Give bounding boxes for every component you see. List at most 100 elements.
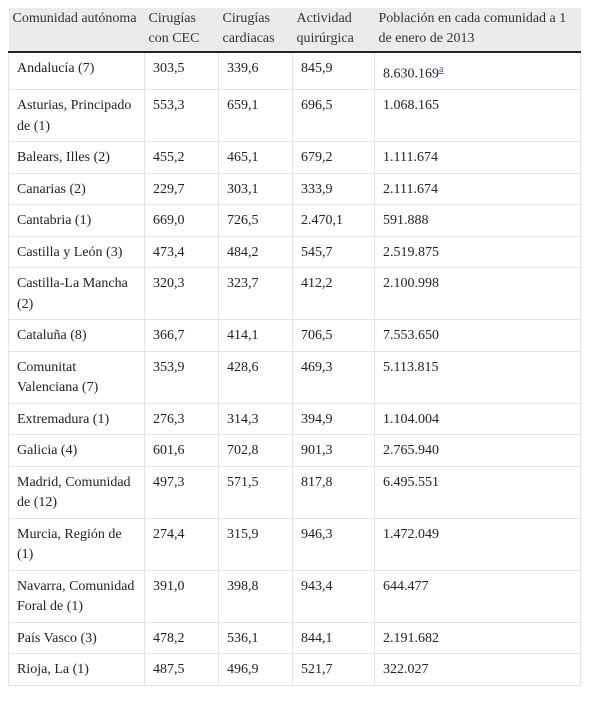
table-row: Balears, Illes (2) 455,2 465,1 679,2 1.111.6… — [8, 141, 581, 174]
table-cell: 844,1 — [292, 622, 375, 655]
column-header: Población en cada comunidad a 1 de enero… — [374, 8, 581, 53]
table-cell: Madrid, Comunidad de (12) — [8, 466, 145, 519]
table-cell: 659,1 — [218, 89, 293, 143]
table-cell: 901,3 — [292, 434, 375, 467]
table-cell: 5.113.815 — [374, 351, 581, 404]
table-cell: 469,3 — [292, 351, 375, 404]
table-cell: 2.191.682 — [374, 622, 581, 655]
table-cell: 669,0 — [144, 204, 219, 237]
table-cell: 2.765.940 — [374, 434, 581, 467]
table-row: Madrid, Comunidad de (12) 497,3 571,5 817,8… — [8, 466, 581, 519]
table-cell: 229,7 — [144, 173, 219, 206]
table-cell: 946,3 — [292, 518, 375, 571]
table-row: País Vasco (3) 478,2 536,1 844,1 2.191.682 — [8, 622, 581, 655]
table-row: Castilla y León (3) 473,4 484,2 545,7 2.519.… — [8, 236, 581, 269]
footnote-link[interactable]: a — [439, 64, 444, 75]
table-cell: 536,1 — [218, 622, 293, 655]
table-cell: 817,8 — [292, 466, 375, 519]
table-cell: 394,9 — [292, 403, 375, 436]
header-row: Comunidad autónoma Cirugías con CEC Cirugí… — [8, 8, 581, 53]
table-cell: 845,9 — [292, 52, 375, 91]
table-row: Galicia (4) 601,6 702,8 901,3 2.765.940 — [8, 434, 581, 467]
table-cell: 2.100.998 — [374, 267, 581, 321]
table-cell: Galicia (4) — [8, 434, 145, 467]
table-cell: 6.495.551 — [374, 466, 581, 519]
table-cell: Canarias (2) — [8, 173, 145, 206]
table-cell: 1.068.165 — [374, 89, 581, 143]
table-cell: Murcia, Región de (1) — [8, 518, 145, 571]
table-cell: 8.630.169a — [374, 52, 581, 91]
table-cell: 274,4 — [144, 518, 219, 571]
table-cell: 428,6 — [218, 351, 293, 404]
table-cell: 276,3 — [144, 403, 219, 436]
table-row: Comunitat Valenciana (7) 353,9 428,6 469,3 5… — [8, 351, 581, 404]
table-cell: 487,5 — [144, 653, 219, 686]
table-cell: Andalucía (7) — [8, 52, 145, 91]
table-cell: 398,8 — [218, 570, 293, 623]
table-cell: 314,3 — [218, 403, 293, 436]
table-cell: 943,4 — [292, 570, 375, 623]
table-row: Andalucía (7) 303,5 339,6 845,9 8.630.169a — [8, 52, 581, 91]
table-cell: 679,2 — [292, 141, 375, 174]
table-row: Cantabria (1) 669,0 726,5 2.470,1 591.888 — [8, 204, 581, 237]
table-cell: 366,7 — [144, 319, 219, 352]
table-cell: 2.111.674 — [374, 173, 581, 206]
table-cell: 322.027 — [374, 653, 581, 686]
table-cell: 496,9 — [218, 653, 293, 686]
table-cell: 706,5 — [292, 319, 375, 352]
table-cell: 455,2 — [144, 141, 219, 174]
table-cell: 303,1 — [218, 173, 293, 206]
table-cell: 323,7 — [218, 267, 293, 321]
table-cell: 553,3 — [144, 89, 219, 143]
table-row: Navarra, Comunidad Foral de (1) 391,0 398,… — [8, 570, 581, 623]
table-cell: 414,1 — [218, 319, 293, 352]
table-cell: 484,2 — [218, 236, 293, 269]
table-cell: Castilla y León (3) — [8, 236, 145, 269]
table-cell: 644.477 — [374, 570, 581, 623]
table-cell: 1.472.049 — [374, 518, 581, 571]
table-cell: 571,5 — [218, 466, 293, 519]
table-cell: 601,6 — [144, 434, 219, 467]
table-cell: Extremadura (1) — [8, 403, 145, 436]
table-cell: 315,9 — [218, 518, 293, 571]
table-row: Castilla-La Mancha (2) 320,3 323,7 412,2 2.1… — [8, 267, 581, 321]
column-header: Cirugías con CEC — [144, 8, 219, 53]
table-cell: 497,3 — [144, 466, 219, 519]
table-row: Murcia, Región de (1) 274,4 315,9 946,3 1.47… — [8, 518, 581, 571]
table-cell: 465,1 — [218, 141, 293, 174]
column-header: Cirugías cardiacas — [218, 8, 293, 53]
table-cell: Castilla-La Mancha (2) — [8, 267, 145, 321]
table-cell: Cantabria (1) — [8, 204, 145, 237]
table-cell: 726,5 — [218, 204, 293, 237]
table-cell: 478,2 — [144, 622, 219, 655]
table-cell: Cataluña (8) — [8, 319, 145, 352]
table-cell: Navarra, Comunidad Foral de (1) — [8, 570, 145, 623]
table-cell: 545,7 — [292, 236, 375, 269]
table-cell: 2.519.875 — [374, 236, 581, 269]
footnote-marker: a — [439, 62, 443, 75]
table-cell: 1.104.004 — [374, 403, 581, 436]
table-cell: 696,5 — [292, 89, 375, 143]
table-row: Cataluña (8) 366,7 414,1 706,5 7.553.650 — [8, 319, 581, 352]
table-cell: 320,3 — [144, 267, 219, 321]
table-cell: Balears, Illes (2) — [8, 141, 145, 174]
table-cell: 702,8 — [218, 434, 293, 467]
table-cell: 7.553.650 — [374, 319, 581, 352]
table-cell: Asturias, Principado de (1) — [8, 89, 145, 143]
table-cell: 339,6 — [218, 52, 293, 91]
column-header: Comunidad autónoma — [8, 8, 145, 53]
table-row: Asturias, Principado de (1) 553,3 659,1 696… — [8, 89, 581, 143]
table-cell: 391,0 — [144, 570, 219, 623]
data-table: Comunidad autónoma Cirugías con CEC Cirugí… — [8, 8, 581, 686]
table-cell: 591.888 — [374, 204, 581, 237]
table-cell: 303,5 — [144, 52, 219, 91]
table-row: Canarias (2) 229,7 303,1 333,9 2.111.674 — [8, 173, 581, 206]
column-header: Actividad quirúrgica — [292, 8, 375, 53]
table-cell: 412,2 — [292, 267, 375, 321]
table-cell: 2.470,1 — [292, 204, 375, 237]
table-cell: 333,9 — [292, 173, 375, 206]
table-cell: Rioja, La (1) — [8, 653, 145, 686]
table-cell: 1.111.674 — [374, 141, 581, 174]
cell-text: 8.630.169 — [383, 66, 439, 82]
